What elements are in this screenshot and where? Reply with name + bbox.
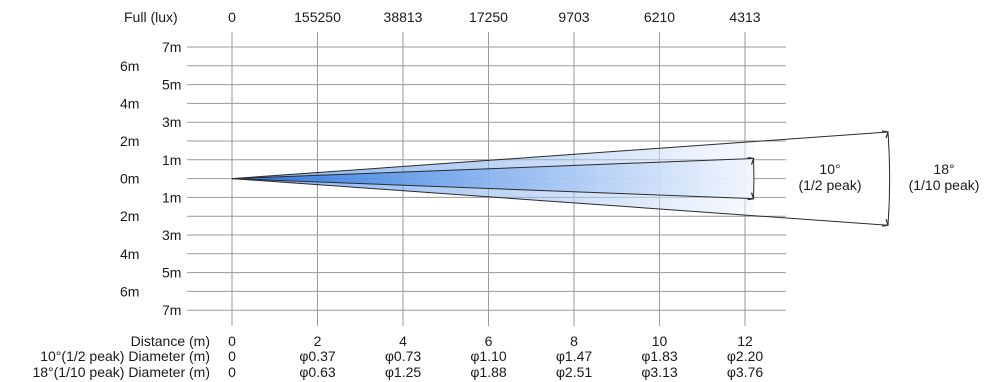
half-peak-diameter-value: φ0.37 [299, 348, 336, 364]
illuminance-header-label: Full (lux) [124, 9, 178, 25]
half-peak-diameter-value: 0 [228, 348, 236, 364]
distance-row-label: 4m [120, 246, 139, 262]
tenth-peak-diameter-value: φ0.63 [299, 364, 336, 380]
tenth-peak-diameter-row-label: 18°(1/10 peak) Diameter (m) [32, 364, 210, 380]
tenth-peak-diameter-value: φ3.76 [727, 364, 764, 380]
tenth-peak-lower-edge [231, 178, 889, 226]
tenth-peak-diameter-value: φ1.88 [470, 364, 507, 380]
distance-value: 2 [314, 333, 322, 349]
tenth-peak-upper-edge [231, 131, 889, 180]
distance-row-label: 5m [162, 265, 181, 281]
tenth-peak-angle-arrowhead-top [881, 130, 889, 139]
half-peak-diameter-value: φ1.10 [470, 348, 507, 364]
distance-value: 0 [228, 333, 236, 349]
distance-row-label: 5m [162, 77, 181, 93]
distance-row-label: 2m [120, 133, 139, 149]
half-peak-diameter-value: φ2.20 [727, 348, 764, 364]
half-peak-diameter-value: φ1.83 [641, 348, 678, 364]
illuminance-value: 0 [228, 9, 236, 25]
illuminance-value: 4313 [729, 9, 760, 25]
half-peak-beam-fill [232, 158, 754, 199]
distance-row-label: 7m [162, 302, 181, 318]
half-peak-diameter-value: φ0.73 [385, 348, 422, 364]
half-peak-diameter-row-label: 10°(1/2 peak) Diameter (m) [40, 348, 210, 364]
beam [231, 130, 891, 227]
distance-row-label: 1m [162, 189, 181, 205]
distance-row-label: 4m [120, 95, 139, 111]
tenth-peak-diameter-value: φ3.13 [641, 364, 678, 380]
labels: 7m 6m 5m 4m 3m 2m 1m 0m 1m 2m 3m 4m 5m 6m 7m Full (lux)… [32, 9, 979, 380]
half-peak-angle-label: 10° [819, 161, 840, 177]
distance-value: 10 [652, 333, 668, 349]
tenth-peak-name-label: (1/10 peak) [909, 177, 980, 193]
distance-row-label: 6m [120, 283, 139, 299]
illuminance-value: 17250 [469, 9, 508, 25]
distance-row-label: 1m [162, 152, 181, 168]
illuminance-value: 38813 [384, 9, 423, 25]
half-peak-diameter-value: φ1.47 [556, 348, 593, 364]
tenth-peak-angle-arrowhead-bottom [881, 219, 889, 227]
illuminance-value: 9703 [558, 9, 589, 25]
tenth-peak-diameter-value: 0 [228, 364, 236, 380]
half-peak-lower-edge [231, 178, 754, 200]
illuminance-value: 6210 [644, 9, 675, 25]
half-peak-angle-arrowhead-bottom [747, 192, 755, 201]
tenth-peak-angle-label: 18° [933, 161, 954, 177]
distance-row-label: 3m [162, 227, 181, 243]
illuminance-value: 155250 [294, 9, 341, 25]
distance-row-label: 0m [120, 171, 139, 187]
distance-row-label: 3m [162, 114, 181, 130]
half-peak-angle-arrowhead-top [747, 156, 755, 165]
distance-value: 6 [485, 333, 493, 349]
tenth-peak-diameter-value: φ2.51 [556, 364, 593, 380]
distance-value: 12 [737, 333, 753, 349]
distance-row-label: 7m [162, 39, 181, 55]
distance-row-label: 2m [120, 208, 139, 224]
distance-value: 8 [570, 333, 578, 349]
distance-value: 4 [399, 333, 407, 349]
half-peak-upper-edge [231, 158, 754, 180]
half-peak-name-label: (1/2 peak) [798, 177, 861, 193]
tenth-peak-diameter-value: φ1.25 [385, 364, 422, 380]
distance-row-label: Distance (m) [131, 333, 210, 349]
tenth-peak-angle-arc [887, 131, 891, 226]
distance-row-label: 6m [120, 58, 139, 74]
